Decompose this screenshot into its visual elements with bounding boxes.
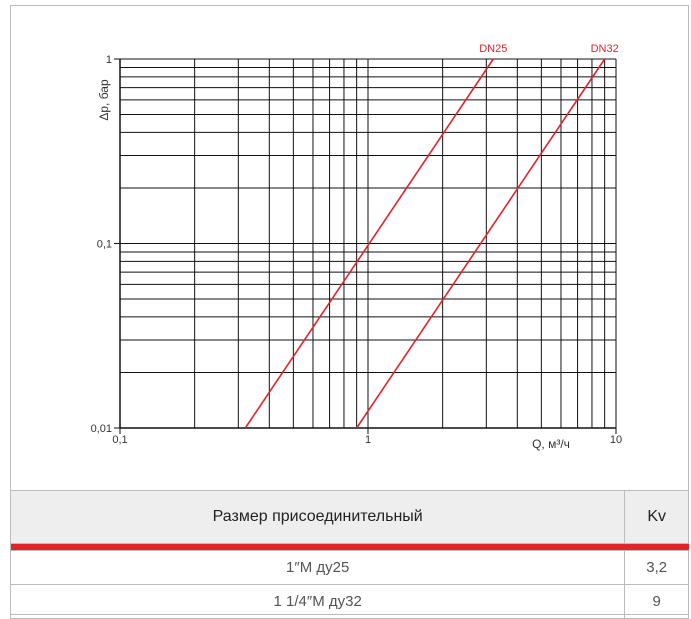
table-row: 1″M ду25 3,2	[9, 550, 689, 585]
x-tick-label: 0,1	[112, 434, 127, 446]
chart-grid	[120, 59, 616, 428]
table-cell-size: 1″M ду25	[9, 550, 626, 585]
y-axis-label: Δp, бар	[97, 79, 111, 121]
table-header-kv: Kv	[624, 490, 689, 544]
table-cell-size: 1 1/4″M ду32	[9, 584, 626, 619]
series-line-dn25	[244, 58, 494, 429]
series-line-dn32	[355, 58, 606, 429]
y-tick-label: 1	[106, 54, 112, 66]
y-tick-label: 0,01	[91, 423, 112, 435]
table-cell-kv: 3,2	[624, 550, 689, 585]
table-header-size: Размер присоединительный	[9, 490, 626, 544]
chart-axes	[114, 58, 617, 434]
series-label-dn25: DN25	[479, 43, 507, 55]
y-tick-label: 0,1	[97, 239, 112, 251]
kv-table: Размер присоединительный Kv 1″M ду25 3,2…	[9, 490, 689, 619]
table-row: 1 1/4″M ду32 9	[9, 584, 689, 619]
series-label-dn32: DN32	[591, 43, 619, 55]
chart-series	[244, 58, 606, 429]
x-axis-label: Q, м³/ч	[532, 437, 570, 451]
table-header-row: Размер присоединительный Kv	[9, 490, 689, 544]
x-tick-label: 10	[610, 434, 622, 446]
x-tick-label: 1	[365, 434, 371, 446]
table-cell-kv: 9	[624, 584, 689, 619]
table-accent-bar	[10, 543, 689, 551]
